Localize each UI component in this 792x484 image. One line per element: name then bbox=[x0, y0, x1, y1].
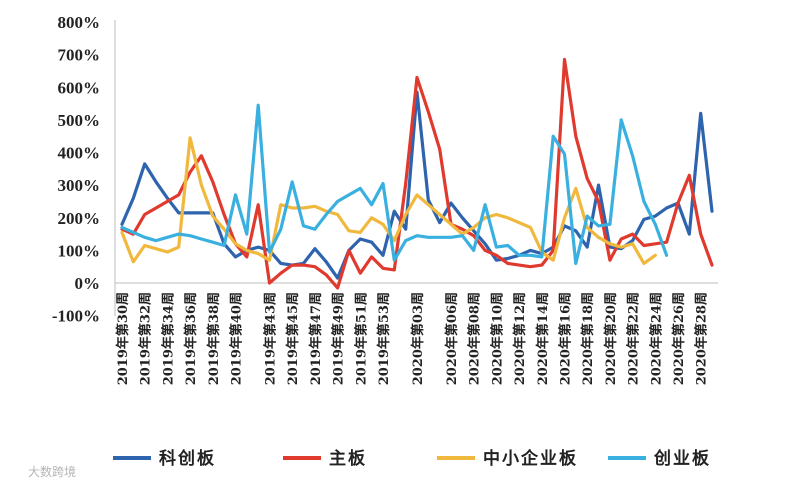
y-tick-label: -100% bbox=[52, 307, 100, 326]
y-tick-label: 700% bbox=[58, 46, 101, 65]
x-tick-label: 2020年第08周 bbox=[467, 292, 483, 385]
legend-label: 科创板 bbox=[159, 448, 216, 469]
x-tick-label: 2019年第53周 bbox=[376, 292, 392, 385]
legend-label: 中小企业板 bbox=[483, 448, 578, 469]
series-line-3 bbox=[120, 103, 669, 265]
legend-label: 创业板 bbox=[653, 448, 711, 469]
x-tick-label: 2019年第30周 bbox=[115, 292, 131, 385]
x-tick-labels: 2019年第30周 2019年第32周 2019年第34周 2019年第36周 2019… bbox=[115, 292, 710, 385]
x-tick-label: 2020年第18周 bbox=[580, 292, 596, 385]
y-tick-label: 200% bbox=[58, 209, 101, 228]
watermark: 大数跨境 bbox=[28, 464, 76, 479]
x-tick-label: 2020年第10周 bbox=[489, 292, 505, 385]
y-tick-label: 600% bbox=[58, 78, 101, 97]
x-tick-label: 2019年第36周 bbox=[183, 292, 199, 385]
x-tick-label: 2020年第26周 bbox=[671, 292, 687, 385]
x-tick-label: 2020年第14周 bbox=[535, 292, 551, 385]
x-tick-label: 2019年第32周 bbox=[138, 292, 154, 385]
y-tick-label: 400% bbox=[58, 144, 101, 163]
y-tick-labels: -100% 0% 100% 200% 300% 400% 500% 600% 700% 800% bbox=[52, 13, 100, 326]
legend-label: 主板 bbox=[329, 448, 367, 469]
legend-item: 主板 bbox=[283, 448, 367, 469]
x-tick-label: 2019年第51周 bbox=[353, 292, 369, 385]
x-tick-label: 2020年第06周 bbox=[444, 292, 460, 385]
series-line-1 bbox=[120, 57, 714, 290]
x-tick-label: 2020年第12周 bbox=[512, 292, 528, 385]
x-tick-label: 2019年第49周 bbox=[331, 292, 347, 385]
y-tick-label: 800% bbox=[58, 13, 101, 32]
x-tick-label: 2019年第45周 bbox=[285, 292, 301, 385]
x-tick-label: 2020年第28周 bbox=[694, 292, 710, 385]
x-tick-label: 2019年第43周 bbox=[263, 292, 279, 385]
x-tick-label: 2020年第22周 bbox=[626, 292, 642, 385]
legend-item: 科创板 bbox=[113, 448, 216, 469]
x-tick-label: 2019年第34周 bbox=[160, 292, 176, 385]
y-tick-label: 300% bbox=[58, 176, 101, 195]
legend: 科创板 主板 中小企业板 创业板 bbox=[113, 448, 711, 469]
y-tick-label: 500% bbox=[58, 111, 101, 130]
x-tick-label: 2019年第47周 bbox=[308, 292, 324, 385]
x-tick-label: 2019年第40周 bbox=[228, 292, 244, 385]
x-tick-label: 2020年第20周 bbox=[603, 292, 619, 385]
series-line-0 bbox=[120, 90, 714, 280]
x-tick-label: 2019年第38周 bbox=[206, 292, 222, 385]
x-tick-label: 2020年第03周 bbox=[410, 292, 426, 385]
x-tick-label: 2020年第16周 bbox=[558, 292, 574, 385]
legend-item: 中小企业板 bbox=[437, 448, 578, 469]
y-tick-label: 100% bbox=[58, 241, 101, 260]
legend-item: 创业板 bbox=[608, 448, 711, 469]
x-tick-label: 2020年第24周 bbox=[648, 292, 664, 385]
series-lines bbox=[120, 57, 714, 290]
y-tick-label: 0% bbox=[75, 274, 101, 293]
